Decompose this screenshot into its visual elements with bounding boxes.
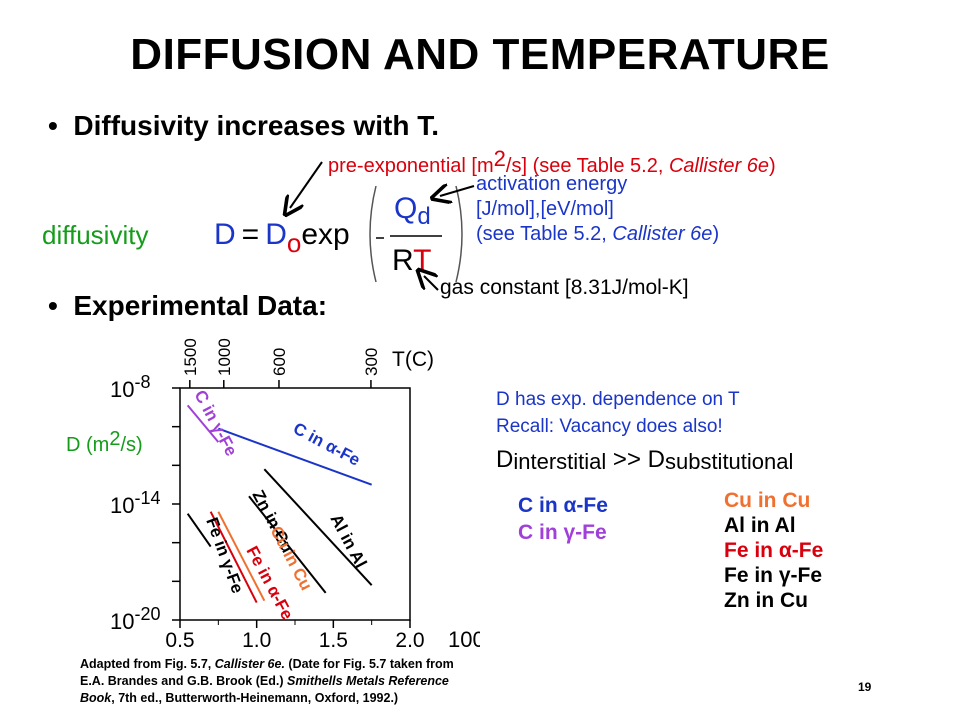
- bullet-text: Experimental Data:: [73, 290, 328, 321]
- figure-caption: Adapted from Fig. 5.7, Callister 6e. (Da…: [80, 657, 454, 705]
- top-axis-label: T(C): [392, 348, 434, 371]
- bullet-diffusivity: • Diffusivity increases with T.: [48, 110, 439, 142]
- y-tick-label: 10-14: [110, 488, 161, 518]
- equation-fraction: [369, 185, 463, 283]
- series-label: Al in Al: [326, 511, 370, 571]
- bullet-dot: •: [48, 110, 74, 141]
- slide-title: DIFFUSION AND TEMPERATURE: [130, 30, 830, 79]
- note-interstitial-vs-substitutional: Dinterstitial >> Dsubstitutional: [496, 446, 794, 474]
- arrow-pre-exponential: [290, 161, 323, 208]
- legend-substitutional: Cu in Cu Al in Al Fe in α-Fe Fe in γ-Fe …: [724, 488, 823, 613]
- x-tick-label: 0.5: [165, 629, 194, 650]
- top-tick-label: 300: [362, 348, 381, 376]
- bullet-dot: •: [48, 290, 74, 321]
- legend-zn-in-cu: Zn in Cu: [724, 589, 808, 612]
- series-line: [248, 495, 327, 594]
- legend-fe-alpha-fe: Fe in α-Fe: [724, 539, 824, 562]
- series-line: [209, 511, 258, 604]
- diffusivity-label: diffusivity: [42, 220, 149, 250]
- x-axis-label: 1000K/T: [448, 627, 480, 650]
- bullet-text: Diffusivity increases with T.: [73, 110, 440, 141]
- series-line: [186, 513, 212, 548]
- x-tick-label: 1.5: [319, 629, 348, 650]
- legend-c-alpha-fe: C in α-Fe: [518, 494, 608, 517]
- bullet-experimental: • Experimental Data:: [48, 290, 327, 322]
- note-gas-constant: gas constant [8.31J/mol-K]: [440, 276, 689, 299]
- legend-fe-gamma-fe: Fe in γ-Fe: [724, 564, 823, 587]
- arrow-activation-energy: [440, 186, 475, 196]
- y-tick-label: 10-20: [110, 604, 161, 634]
- arrow-gas-constant: [424, 276, 439, 291]
- series-label: C in γ-Fe: [190, 387, 240, 459]
- note-vacancy: Recall: Vacancy does also!: [496, 416, 723, 437]
- notes-block: D has exp. dependence on T Recall: Vacan…: [496, 386, 740, 440]
- series-line: [217, 427, 373, 486]
- note-pre-exponential: pre-exponential [m2/s] (see Table 5.2, C…: [328, 146, 776, 177]
- slide-number: 19: [858, 680, 872, 694]
- top-tick-label: 600: [270, 348, 289, 376]
- series-line: [217, 511, 266, 602]
- equation-lhs: D = Doexp: [214, 218, 350, 258]
- series-line: [186, 404, 220, 443]
- x-tick-label: 1.0: [242, 629, 271, 650]
- note-activation-energy: activation energy [J/mol],[eV/mol] (see …: [476, 173, 720, 245]
- diffusion-chart: 0.5 1.0 1.5 2.0 1000K/T 10-8 10-14 10-20 1500 100…: [110, 338, 480, 650]
- legend-cu-in-cu: Cu in Cu: [724, 489, 811, 512]
- legend-interstitial: C in α-Fe C in γ-Fe: [518, 492, 608, 546]
- x-tick-label: 2.0: [395, 629, 424, 650]
- activation-energy-symbol: Qd: [394, 192, 431, 230]
- top-tick-label: 1500: [181, 338, 200, 376]
- legend-c-gamma-fe: C in γ-Fe: [518, 521, 607, 544]
- legend-al-in-al: Al in Al: [724, 514, 796, 537]
- chart-y-axis-label: D (m2/s): [66, 428, 143, 456]
- series-line: [263, 468, 373, 586]
- note-exp-dependence: D has exp. dependence on T: [496, 389, 740, 410]
- top-tick-label: 1000: [215, 338, 234, 376]
- y-tick-label: 10-8: [110, 372, 151, 402]
- series-label: C in α-Fe: [290, 419, 363, 470]
